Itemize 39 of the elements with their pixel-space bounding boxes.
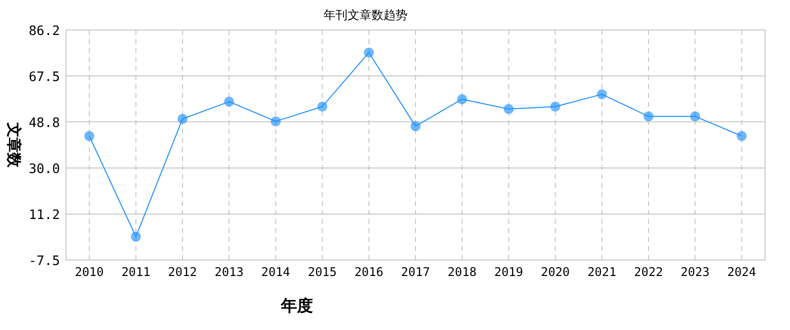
- point: [270, 116, 281, 126]
- y-tick-label: 48.8: [28, 116, 60, 131]
- y-axis-title: 文章数: [5, 122, 23, 168]
- x-tick-label: 2018: [448, 265, 477, 279]
- x-tick-label: 2010: [74, 265, 104, 279]
- point: [596, 89, 607, 100]
- point: [178, 114, 188, 124]
- point: [130, 232, 141, 242]
- x-tick-label: 2017: [401, 265, 430, 279]
- point: [690, 111, 700, 122]
- point: [644, 111, 654, 122]
- y-tick-label: 30.0: [28, 162, 60, 177]
- y-tick-label: 86.2: [28, 24, 60, 39]
- x-tick-label: 2023: [680, 265, 710, 279]
- point: [317, 102, 328, 112]
- point: [84, 131, 94, 142]
- y-tick-label: 67.5: [28, 70, 60, 85]
- point: [364, 48, 374, 58]
- x-tick-label: 2013: [214, 265, 244, 279]
- x-tick-label: 2021: [587, 265, 616, 279]
- x-tick-label: 2019: [494, 265, 524, 279]
- x-tick-label: 2014: [261, 265, 290, 279]
- x-tick-label: 2011: [121, 265, 150, 279]
- x-tick-label: 2024: [727, 265, 756, 279]
- y-tick-label: -7.5: [28, 254, 60, 269]
- x-tick-label: 2012: [168, 265, 197, 279]
- x-tick-label: 2016: [354, 265, 384, 279]
- point: [504, 104, 514, 114]
- point: [550, 102, 560, 112]
- point: [224, 96, 234, 107]
- chart-title: 年刊文章数趋势: [324, 8, 408, 22]
- point: [457, 94, 468, 104]
- x-tick-label: 2022: [634, 265, 663, 279]
- x-tick-label: 2015: [308, 265, 337, 279]
- point: [736, 131, 747, 142]
- y-tick-label: 11.2: [28, 208, 60, 224]
- x-tick-label: 2020: [540, 265, 570, 279]
- x-axis-title: 年度: [280, 296, 313, 315]
- point: [410, 121, 420, 132]
